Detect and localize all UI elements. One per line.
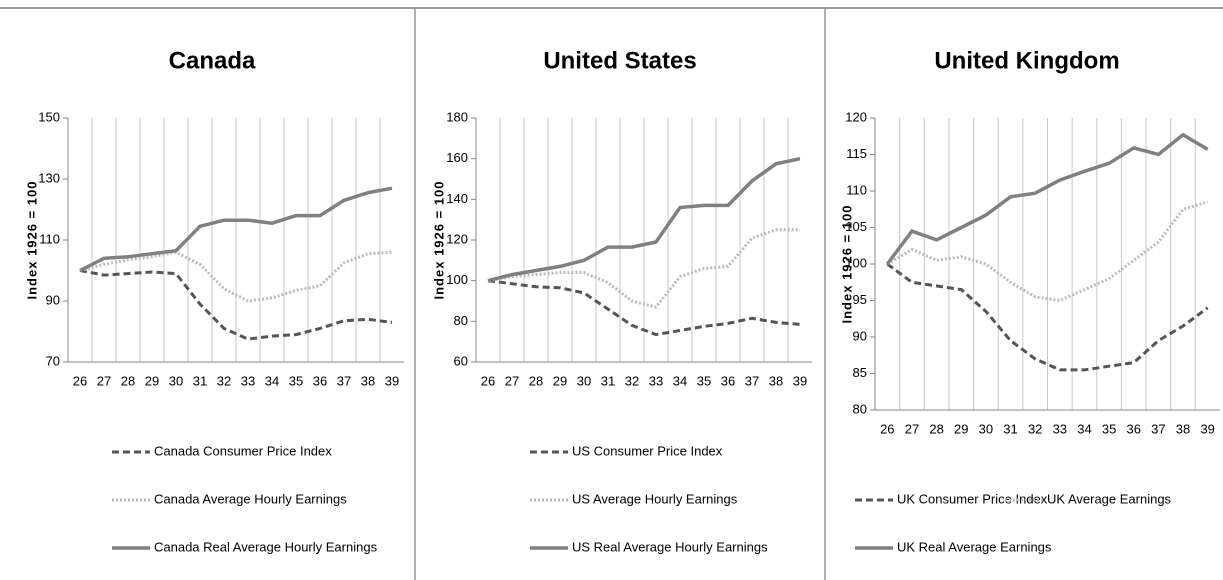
x-tick-label: 29 xyxy=(954,421,968,436)
x-tick-label: 28 xyxy=(121,373,135,388)
y-tick-label: 120 xyxy=(845,109,867,124)
x-tick-label: 26 xyxy=(73,373,87,388)
x-tick-label: 29 xyxy=(553,373,567,388)
legend-label: UK Real Average Earnings xyxy=(897,539,1052,554)
x-tick-label: 26 xyxy=(481,373,495,388)
y-axis-label: Index 1926 = 100 xyxy=(431,181,446,300)
x-tick-label: 27 xyxy=(97,373,111,388)
y-axis-label: Index 1926 = 100 xyxy=(839,205,854,324)
y-tick-label: 80 xyxy=(454,313,468,328)
y-tick-label: 160 xyxy=(446,150,468,165)
x-tick-label: 30 xyxy=(979,421,993,436)
x-tick-label: 39 xyxy=(385,373,399,388)
x-tick-label: 30 xyxy=(577,373,591,388)
y-tick-label: 90 xyxy=(853,328,867,343)
x-tick-label: 37 xyxy=(745,373,759,388)
x-tick-label: 32 xyxy=(217,373,231,388)
series-line xyxy=(885,132,1209,266)
x-tick-label: 33 xyxy=(1053,421,1067,436)
x-tick-label: 37 xyxy=(337,373,351,388)
legend-label: US Consumer Price Index xyxy=(572,443,723,458)
x-tick-label: 31 xyxy=(1003,421,1017,436)
y-tick-label: 180 xyxy=(446,109,468,124)
chart-title: Canada xyxy=(169,47,256,74)
x-tick-label: 33 xyxy=(649,373,663,388)
legend-label: UK Consumer Price Index xyxy=(897,491,1048,506)
series-line xyxy=(487,279,801,337)
x-tick-label: 35 xyxy=(289,373,303,388)
legend-label: US Average Hourly Earnings xyxy=(572,491,738,506)
y-tick-label: 110 xyxy=(846,182,867,197)
series-line xyxy=(487,156,801,283)
y-tick-label: 120 xyxy=(446,231,468,246)
x-tick-label: 36 xyxy=(313,373,327,388)
series-line xyxy=(886,200,1209,303)
x-tick-label: 28 xyxy=(929,421,943,436)
x-tick-label: 26 xyxy=(880,421,894,436)
series-line xyxy=(79,186,393,273)
series-line xyxy=(79,250,393,303)
y-tick-label: 60 xyxy=(454,353,468,368)
y-tick-label: 130 xyxy=(38,170,60,185)
y-tick-label: 150 xyxy=(38,109,60,124)
series-line xyxy=(79,269,393,341)
x-tick-label: 32 xyxy=(625,373,639,388)
x-tick-label: 37 xyxy=(1151,421,1165,436)
y-tick-label: 105 xyxy=(845,219,867,234)
x-tick-label: 29 xyxy=(145,373,159,388)
x-tick-label: 39 xyxy=(1200,421,1214,436)
x-tick-label: 34 xyxy=(265,373,279,388)
y-tick-label: 100 xyxy=(446,272,468,287)
x-tick-label: 36 xyxy=(721,373,735,388)
legend-label: Canada Real Average Hourly Earnings xyxy=(154,539,378,554)
x-tick-label: 35 xyxy=(697,373,711,388)
x-tick-label: 32 xyxy=(1028,421,1042,436)
y-tick-label: 140 xyxy=(446,191,468,206)
chart-title: United States xyxy=(543,47,696,74)
x-tick-label: 36 xyxy=(1127,421,1141,436)
x-tick-label: 31 xyxy=(193,373,207,388)
y-tick-label: 115 xyxy=(846,146,867,161)
legend-label: Canada Consumer Price Index xyxy=(154,443,332,458)
series-line xyxy=(886,262,1209,372)
y-tick-label: 80 xyxy=(853,401,867,416)
x-tick-label: 34 xyxy=(1077,421,1091,436)
y-tick-label: 110 xyxy=(39,231,60,246)
chart-title: United Kingdom xyxy=(934,47,1119,74)
legend-label: US Real Average Hourly Earnings xyxy=(572,539,768,554)
x-tick-label: 39 xyxy=(793,373,807,388)
x-tick-label: 38 xyxy=(1176,421,1190,436)
x-tick-label: 34 xyxy=(673,373,687,388)
series-line xyxy=(487,228,800,309)
y-tick-label: 100 xyxy=(845,255,867,270)
y-tick-label: 90 xyxy=(46,292,60,307)
x-tick-label: 38 xyxy=(361,373,375,388)
x-tick-label: 38 xyxy=(769,373,783,388)
x-tick-label: 33 xyxy=(241,373,255,388)
legend-label: Canada Average Hourly Earnings xyxy=(154,491,347,506)
y-tick-label: 85 xyxy=(853,365,867,380)
x-tick-label: 30 xyxy=(169,373,183,388)
x-tick-label: 27 xyxy=(905,421,919,436)
y-tick-label: 70 xyxy=(46,353,60,368)
x-tick-label: 35 xyxy=(1102,421,1116,436)
y-tick-label: 95 xyxy=(853,292,867,307)
y-axis-label: Index 1926 = 100 xyxy=(24,181,39,300)
legend-label: UK Average Earnings xyxy=(1047,491,1172,506)
x-tick-label: 27 xyxy=(505,373,519,388)
x-tick-label: 28 xyxy=(529,373,543,388)
x-tick-label: 31 xyxy=(601,373,615,388)
